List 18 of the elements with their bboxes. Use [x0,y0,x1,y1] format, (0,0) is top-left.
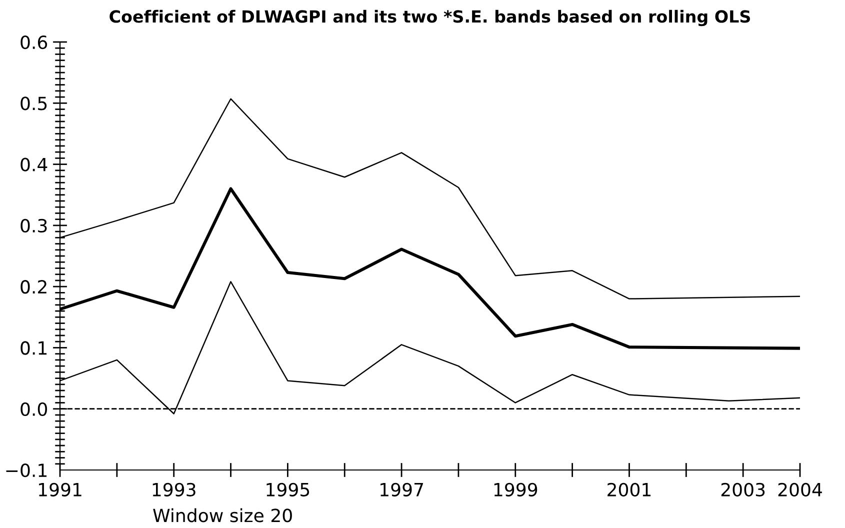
x-tick-label: 1997 [380,482,423,496]
x-tick-label: 2003 [721,482,765,496]
x-tick-label: 1999 [494,482,538,496]
y-tick-label: 0.0 [20,402,47,416]
y-tick-label: 0.4 [20,158,48,172]
x-tick-label: 1993 [152,482,196,496]
y-tick-label: −0.1 [6,463,47,478]
y-tick-label: 0.3 [20,218,47,233]
x-tick-label: 2004 [778,482,822,496]
x-tick-label: 2001 [608,482,651,496]
y-tick-label: 0.6 [20,35,48,50]
x-axis-title: Window size 20 [153,508,292,522]
y-tick-label: 0.2 [20,280,46,294]
chart-title: Coefficient of DLWAGPI and its two *S.E. bands based on rolling OLS [110,10,750,26]
y-tick-label: 0.5 [20,96,47,110]
y-tick-label: 0.1 [20,341,47,355]
x-tick-label: 1991 [39,482,82,496]
x-tick-label: 1995 [266,482,310,496]
